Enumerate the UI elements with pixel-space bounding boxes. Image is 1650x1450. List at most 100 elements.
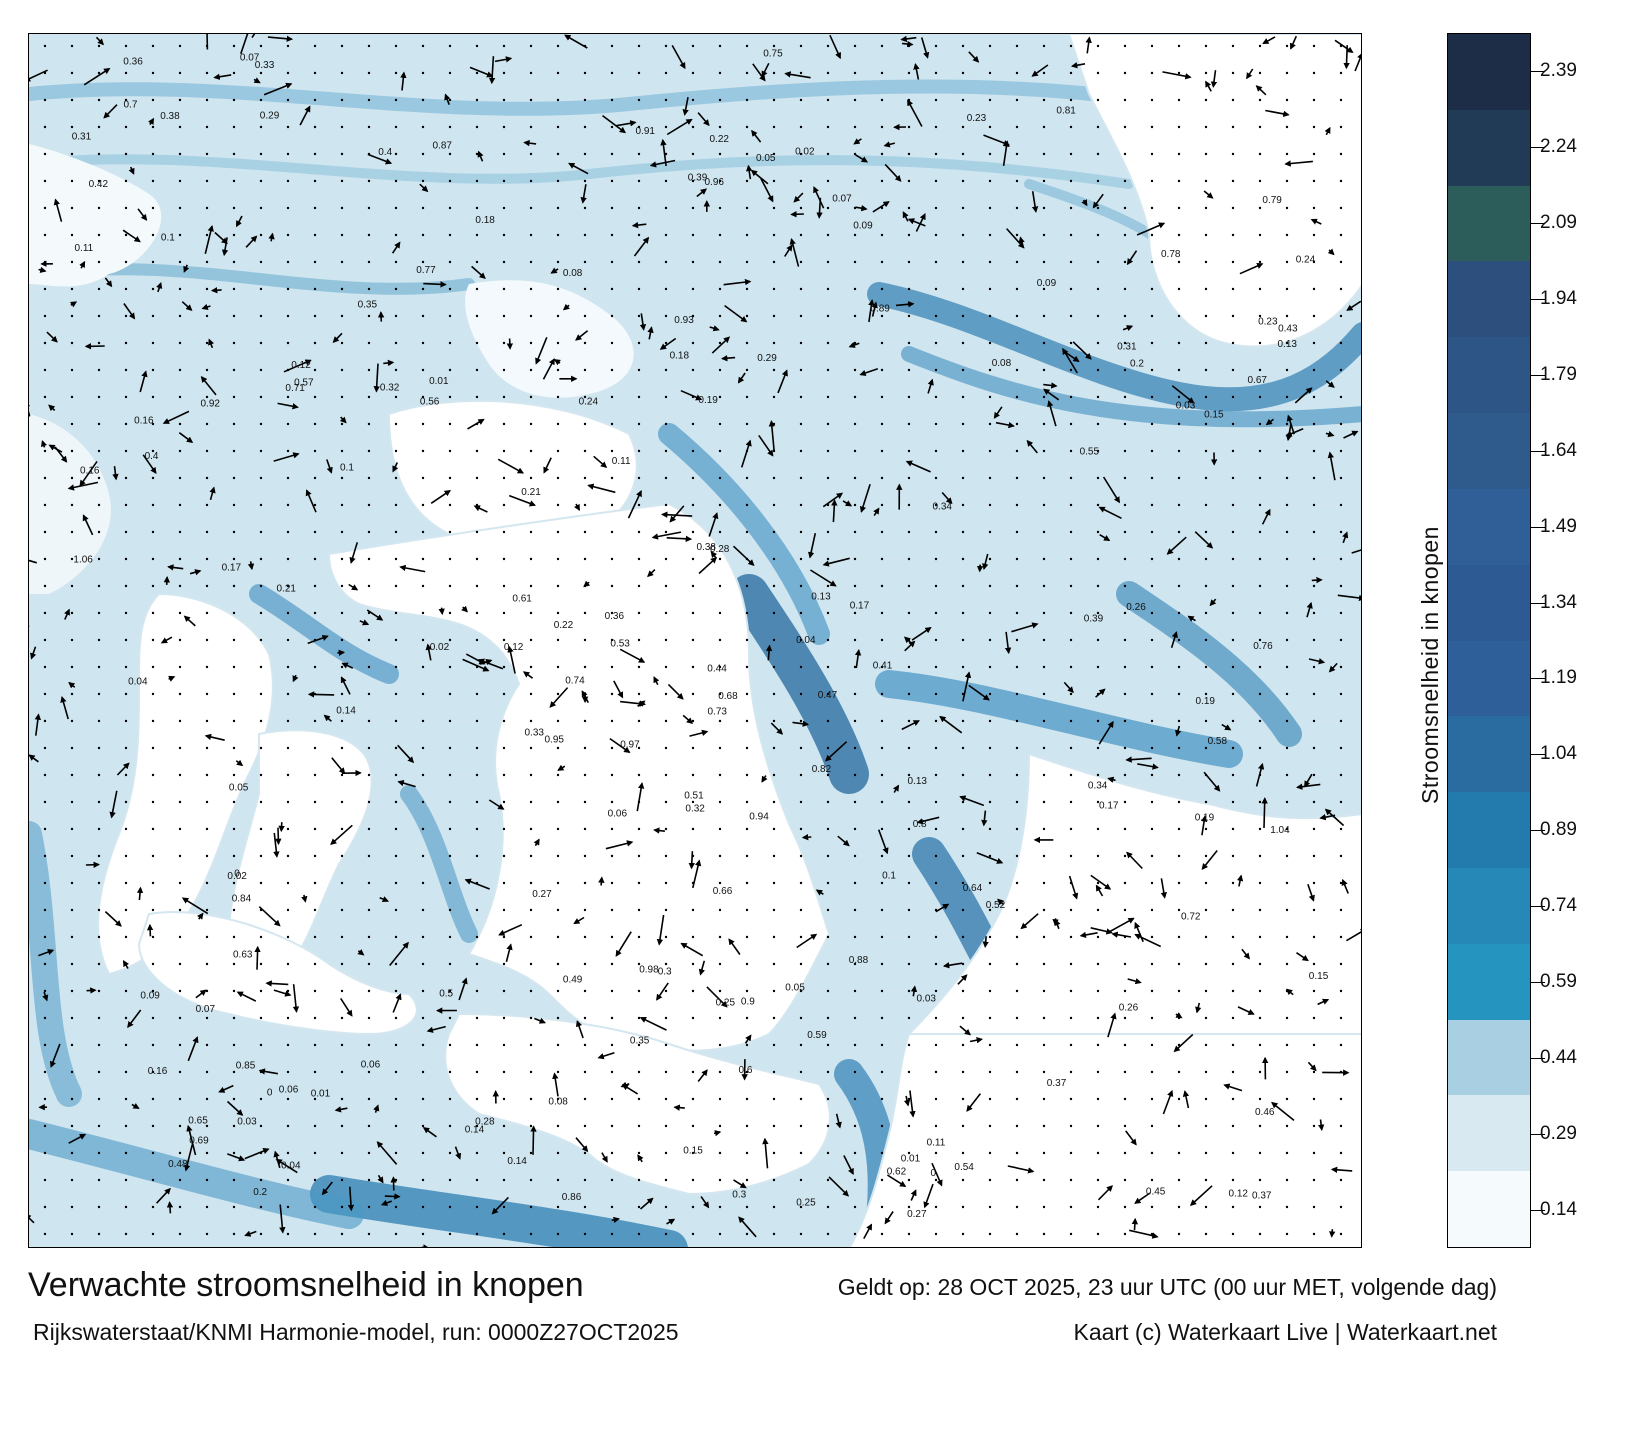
grid-dot	[286, 395, 290, 399]
current-arrow	[1095, 884, 1104, 897]
grid-dot	[340, 422, 344, 426]
grid-dot	[583, 476, 587, 480]
colorbar-segment	[1448, 185, 1530, 262]
speed-label: 0.36	[605, 611, 625, 622]
grid-dot	[556, 1097, 560, 1101]
grid-dot	[745, 935, 749, 939]
grid-dot	[637, 638, 641, 642]
colorbar-segment	[1448, 640, 1530, 717]
grid-dot	[988, 1151, 992, 1155]
map-area[interactable]: 0.3 0.16 0.19 0.22 0.09 0.14 0.17 0.05 0.06 0.1 0.…	[28, 33, 1362, 1248]
grid-dot	[1312, 962, 1316, 966]
current-arrow	[273, 1150, 281, 1169]
grid-dot	[961, 71, 965, 75]
grid-dot	[1069, 368, 1073, 372]
grid-dot	[178, 206, 182, 210]
grid-dot	[394, 179, 398, 183]
current-arrow	[807, 533, 817, 559]
grid-dot	[1096, 125, 1100, 129]
grid-dot	[1285, 395, 1289, 399]
grid-dot	[1069, 503, 1073, 507]
current-arrow	[334, 1106, 348, 1113]
grid-dot	[1231, 71, 1235, 75]
current-arrow	[700, 1196, 710, 1209]
grid-dot	[583, 368, 587, 372]
grid-dot	[502, 44, 506, 48]
grid-dot	[718, 44, 722, 48]
speed-label: 0.14	[465, 1124, 485, 1135]
grid-dot	[124, 611, 128, 615]
grid-dot	[961, 1232, 965, 1236]
grid-dot	[637, 1097, 641, 1101]
grid-dot	[502, 665, 506, 669]
grid-dot	[1069, 773, 1073, 777]
current-arrow	[68, 1133, 87, 1144]
grid-dot	[988, 962, 992, 966]
grid-dot	[799, 368, 803, 372]
grid-dot	[556, 935, 560, 939]
grid-dot	[232, 233, 236, 237]
grid-dot	[934, 1097, 938, 1101]
grid-dot	[529, 962, 533, 966]
grid-dot	[1123, 1178, 1127, 1182]
grid-dot	[853, 773, 857, 777]
grid-dot	[772, 179, 776, 183]
grid-dot	[880, 287, 884, 291]
grid-dot	[718, 1205, 722, 1209]
grid-dot	[124, 503, 128, 507]
grid-dot	[583, 881, 587, 885]
grid-dot	[232, 476, 236, 480]
grid-dot	[1312, 449, 1316, 453]
grid-dot	[367, 1151, 371, 1155]
grid-dot	[205, 530, 209, 534]
grid-dot	[556, 638, 560, 642]
grid-dot	[232, 287, 236, 291]
grid-dot	[1204, 341, 1208, 345]
grid-dot	[70, 989, 74, 993]
grid-dot	[367, 1232, 371, 1236]
speed-label: 0.11	[927, 1138, 946, 1149]
grid-dot	[637, 71, 641, 75]
grid-dot	[421, 449, 425, 453]
grid-dot	[1231, 908, 1235, 912]
speed-label: 0.16	[134, 416, 154, 427]
grid-dot	[475, 908, 479, 912]
grid-dot	[70, 854, 74, 858]
grid-dot	[1096, 638, 1100, 642]
grid-dot	[151, 260, 155, 264]
grid-dot	[97, 98, 101, 102]
current-arrow	[54, 446, 68, 463]
grid-dot	[313, 746, 317, 750]
grid-dot	[1042, 530, 1046, 534]
grid-dot	[1123, 1205, 1127, 1209]
grid-dot	[1285, 530, 1289, 534]
grid-dot	[988, 1043, 992, 1047]
colorbar-tick-label: 0.14	[1540, 1199, 1577, 1221]
current-arrow	[871, 301, 878, 317]
grid-dot	[745, 719, 749, 723]
grid-dot	[1339, 881, 1343, 885]
grid-dot	[961, 368, 965, 372]
colorbar-tick-label: 1.94	[1540, 287, 1577, 309]
grid-dot	[826, 179, 830, 183]
grid-dot	[745, 152, 749, 156]
grid-dot	[475, 1043, 479, 1047]
grid-dot	[1015, 125, 1019, 129]
grid-dot	[745, 422, 749, 426]
grid-dot	[772, 908, 776, 912]
grid-dot	[691, 638, 695, 642]
grid-dot	[232, 719, 236, 723]
grid-dot	[151, 908, 155, 912]
grid-dot	[340, 1070, 344, 1074]
grid-dot	[394, 1151, 398, 1155]
grid-dot	[1204, 71, 1208, 75]
grid-dot	[475, 611, 479, 615]
grid-dot	[826, 476, 830, 480]
grid-dot	[43, 1151, 47, 1155]
grid-dot	[124, 1016, 128, 1020]
grid-dot	[1015, 1232, 1019, 1236]
grid-dot	[1231, 584, 1235, 588]
grid-dot	[934, 827, 938, 831]
grid-dot	[934, 260, 938, 264]
grid-dot	[43, 233, 47, 237]
